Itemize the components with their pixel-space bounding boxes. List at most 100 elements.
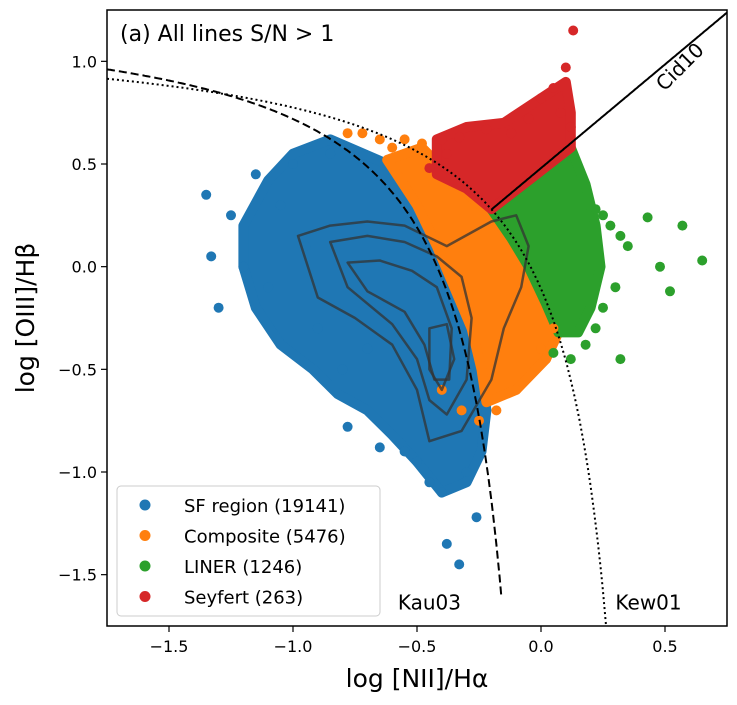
- legend-label-1: Composite (5476): [184, 527, 346, 548]
- series-3-point: [424, 163, 435, 174]
- legend-box: [116, 485, 381, 617]
- y-tick-label: 0.0: [72, 258, 97, 277]
- legend: SF region (19141) Composite (5476) LINER (…: [116, 485, 381, 617]
- series-0-point: [374, 442, 385, 453]
- series-0-point: [362, 343, 373, 354]
- series-3-point: [568, 25, 579, 36]
- series-2-point: [655, 261, 665, 272]
- reference-line-kew01: [107, 77, 608, 626]
- series-0-point: [424, 477, 435, 488]
- series-1-point: [456, 405, 467, 416]
- series-2-point: [548, 347, 559, 358]
- series-1-point: [399, 134, 410, 145]
- series-0-point: [250, 169, 261, 180]
- series-0-point: [206, 251, 217, 262]
- series-2-point: [580, 339, 591, 350]
- series-3-point: [481, 124, 492, 135]
- series-1-point: [417, 138, 427, 149]
- series-0-point: [226, 210, 236, 221]
- chart-title: (a) All lines S/N > 1: [120, 22, 334, 47]
- reference-lines: [107, 11, 727, 626]
- series-0-point: [275, 200, 286, 211]
- y-tick-label: −0.5: [58, 360, 97, 379]
- series-2-point: [590, 323, 601, 334]
- series-2-point: [622, 241, 633, 252]
- density-contour: [296, 214, 530, 443]
- series-3-point: [441, 148, 452, 159]
- series-0-point: [461, 467, 472, 477]
- series-1-point: [342, 128, 353, 139]
- series-2-point: [605, 220, 616, 231]
- y-axis-label: log [OIII]/Hβ: [11, 243, 40, 394]
- series-0-point: [312, 323, 323, 334]
- series-2-point: [598, 210, 608, 221]
- series-0-point: [441, 538, 452, 549]
- series-2-point: [615, 230, 626, 241]
- series-2-point: [697, 255, 708, 266]
- series-0-point: [213, 302, 224, 313]
- x-axis-ticks: −1.5 −1.0 −0.5 0.0 0.5: [150, 626, 678, 656]
- series-3-point: [555, 107, 566, 118]
- y-axis-ticks: −1.5 −1.0 −0.5 0.0 0.5 1.0: [58, 52, 107, 585]
- density-contour: [328, 234, 473, 416]
- series-2-point: [598, 302, 608, 313]
- series-1-point: [374, 134, 385, 145]
- series-3-point: [506, 128, 517, 139]
- legend-marker-0: [139, 499, 151, 511]
- series-3-point: [523, 113, 534, 124]
- legend-marker-1: [139, 530, 151, 541]
- series-2-point: [590, 204, 601, 215]
- reference-line-label-kau03: Kau03: [398, 591, 461, 615]
- legend-label-3: Seyfert (263): [184, 588, 303, 609]
- series-1-point: [541, 354, 551, 365]
- series-1-point: [357, 128, 368, 139]
- series-3-point: [454, 132, 465, 143]
- series-0-point: [471, 512, 482, 523]
- series-1-point: [511, 384, 522, 395]
- series-2-point: [665, 286, 675, 297]
- series-1-point: [491, 405, 502, 416]
- series-0-point: [325, 148, 336, 159]
- y-tick-label: −1.5: [58, 566, 97, 585]
- series-0-point: [436, 487, 447, 498]
- series-0-point: [399, 446, 410, 457]
- x-tick-label: 0.5: [652, 637, 677, 656]
- x-tick-label: −1.0: [274, 637, 313, 656]
- legend-items: SF region (19141) Composite (5476) LINER (…: [139, 496, 346, 609]
- series-3-point: [436, 134, 447, 145]
- legend-label-0: SF region (19141): [184, 496, 345, 517]
- x-tick-label: −1.5: [150, 637, 189, 656]
- series-0-point: [337, 364, 348, 375]
- series-0-point: [238, 261, 249, 272]
- reference-line-label-kew01: Kew01: [615, 591, 681, 615]
- series-2-point: [677, 220, 688, 231]
- series-1-point: [536, 343, 546, 354]
- series-3-point: [560, 62, 571, 73]
- series-3-point: [565, 122, 576, 132]
- series-0-point: [454, 559, 465, 570]
- series-1-point: [387, 142, 398, 153]
- series-2-point: [565, 354, 576, 365]
- reference-line-cid10: [490, 11, 727, 211]
- density-contours: [296, 214, 530, 443]
- density-contour: [428, 322, 456, 392]
- y-tick-label: 0.5: [72, 155, 97, 174]
- x-tick-label: −0.5: [398, 637, 437, 656]
- series-3-point: [536, 93, 546, 104]
- x-axis-label: log [NII]/Hα: [346, 664, 489, 693]
- series-1-point: [548, 323, 559, 334]
- series-3-point: [548, 83, 559, 93]
- series-2-point: [610, 282, 621, 293]
- series-0-point: [412, 456, 422, 467]
- plot-area: [107, 11, 727, 626]
- legend-label-2: LINER (1246): [184, 557, 302, 578]
- series-points: [201, 25, 708, 570]
- series-0-point: [288, 159, 298, 169]
- series-2-point: [642, 212, 653, 223]
- density-contour: [346, 259, 453, 381]
- x-tick-label: 0.0: [528, 637, 553, 656]
- series-2-point: [615, 354, 626, 365]
- y-tick-label: 1.0: [72, 52, 97, 71]
- legend-marker-3: [139, 591, 151, 602]
